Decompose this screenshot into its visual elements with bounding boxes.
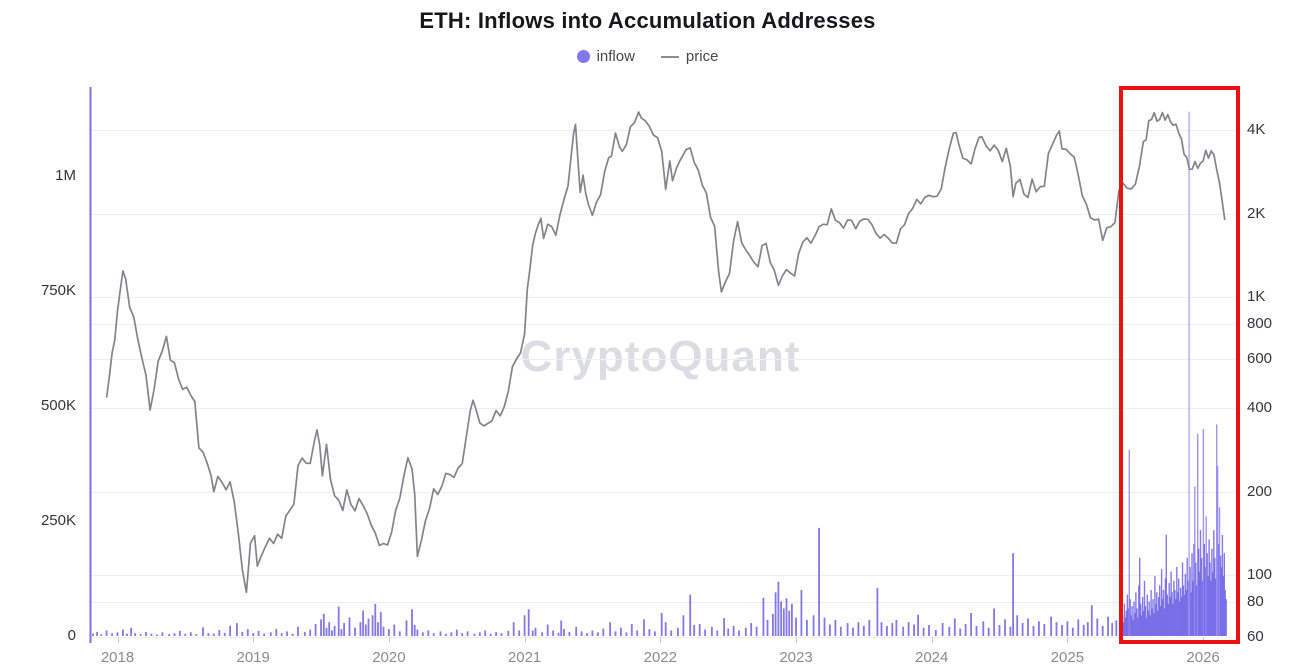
legend-item-price[interactable]: price	[660, 48, 719, 65]
x-axis-tick-2023: 2023	[779, 649, 813, 666]
y-axis-right-tick-60: 60	[1247, 628, 1264, 645]
y-axis-right-tick-4K: 4K	[1247, 120, 1266, 138]
y-axis-left-tick-250K: 250K	[40, 512, 76, 529]
x-axis-tick-2024: 2024	[915, 649, 949, 666]
x-axis-tick-2019: 2019	[236, 649, 270, 666]
y-axis-right-tick-2K: 2K	[1247, 204, 1266, 222]
y-axis-left-tick-1M: 1M	[55, 167, 76, 184]
x-axis-tick-2020: 2020	[372, 649, 406, 666]
x-axis-tick-2021: 2021	[507, 649, 542, 666]
legend-label-price: price	[685, 48, 719, 65]
x-axis-tick-2026: 2026	[1186, 649, 1220, 666]
y-axis-right-tick-600: 600	[1247, 350, 1273, 367]
y-axis-right-tick-800: 800	[1247, 315, 1273, 333]
x-axis-tick-2025: 2025	[1050, 649, 1085, 666]
x-axis-tick-2022: 2022	[643, 649, 677, 666]
y-axis-left-tick-500K: 500K	[40, 397, 76, 414]
y-axis-right-tick-100: 100	[1247, 566, 1273, 584]
y-axis-left-tick-0: 0	[67, 627, 76, 644]
chart-title: ETH: Inflows into Accumulation Addresses	[419, 8, 876, 33]
legend-item-inflow[interactable]: inflow	[576, 48, 635, 65]
chart-legend: inflow price	[0, 48, 1295, 65]
y-axis-right-tick-1K: 1K	[1247, 288, 1266, 306]
y-axis-right-tick-200: 200	[1247, 482, 1273, 500]
y-axis-left-tick-750K: 750K	[40, 282, 76, 299]
price-swatch-icon	[660, 55, 679, 58]
y-axis-right-tick-80: 80	[1247, 593, 1264, 611]
inflow-swatch-icon	[576, 50, 590, 63]
x-axis-tick-2018: 2018	[100, 649, 135, 666]
cryptoquant-watermark: CryptoQuant	[520, 332, 801, 381]
y-axis-right-tick-400: 400	[1247, 398, 1273, 416]
legend-label-inflow: inflow	[596, 48, 635, 65]
